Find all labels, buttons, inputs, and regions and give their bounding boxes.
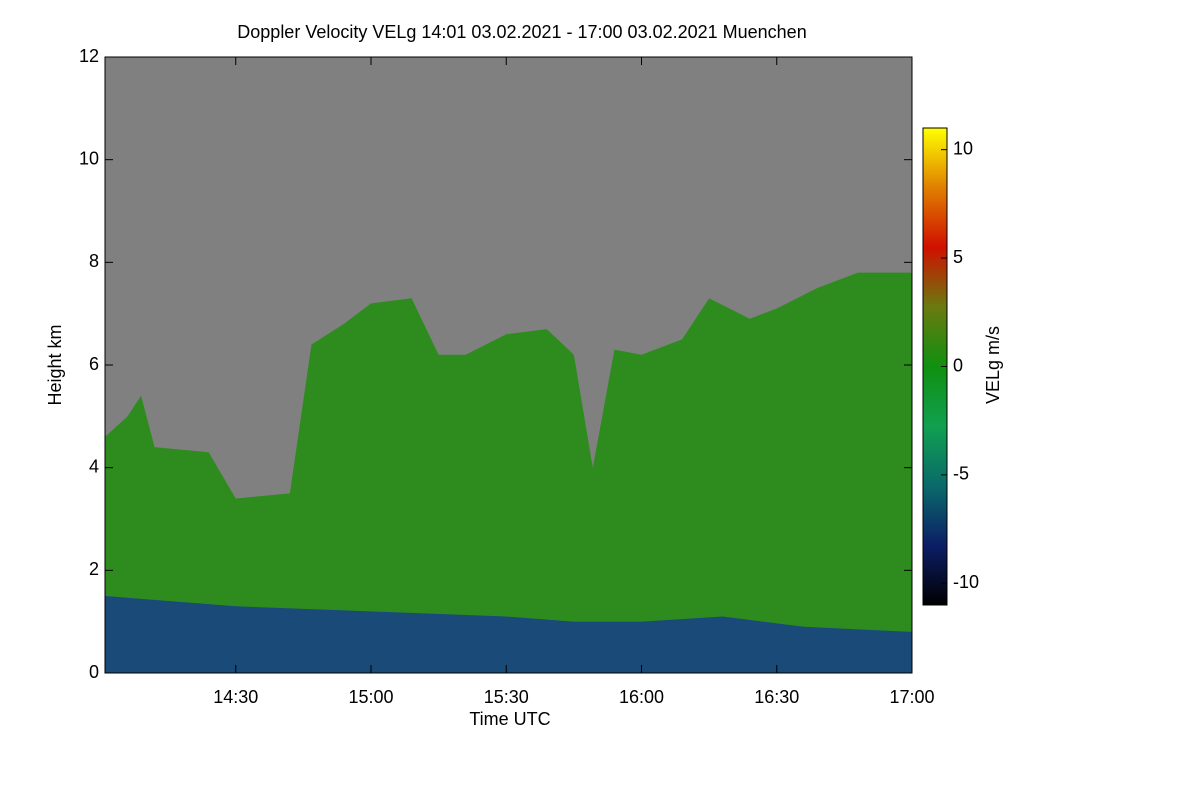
colorbar-tick-label: 5 — [953, 247, 963, 267]
y-tick-label: 4 — [89, 456, 99, 476]
x-tick-label: 14:30 — [213, 687, 258, 707]
y-tick-label: 10 — [79, 148, 99, 168]
x-axis-label: Time UTC — [469, 709, 550, 729]
x-tick-label: 16:00 — [619, 687, 664, 707]
y-tick-label: 0 — [89, 662, 99, 682]
colorbar-tick-label: 10 — [953, 138, 973, 158]
x-tick-label: 15:00 — [348, 687, 393, 707]
colorbar-tick-label: -5 — [953, 464, 969, 484]
chart-title: Doppler Velocity VELg 14:01 03.02.2021 -… — [237, 22, 806, 42]
x-tick-label: 15:30 — [484, 687, 529, 707]
y-tick-label: 6 — [89, 354, 99, 374]
colorbar-label: VELg m/s — [983, 326, 1003, 404]
echo-area — [105, 272, 912, 673]
boundary-layer-area — [105, 596, 912, 673]
colorbar-tick-label: -10 — [953, 572, 979, 592]
colorbar-tick-label: 0 — [953, 355, 963, 375]
y-tick-label: 12 — [79, 46, 99, 66]
x-tick-label: 17:00 — [889, 687, 934, 707]
y-tick-label: 8 — [89, 251, 99, 271]
y-tick-label: 2 — [89, 559, 99, 579]
x-tick-label: 16:30 — [754, 687, 799, 707]
y-axis-label: Height km — [45, 324, 65, 405]
